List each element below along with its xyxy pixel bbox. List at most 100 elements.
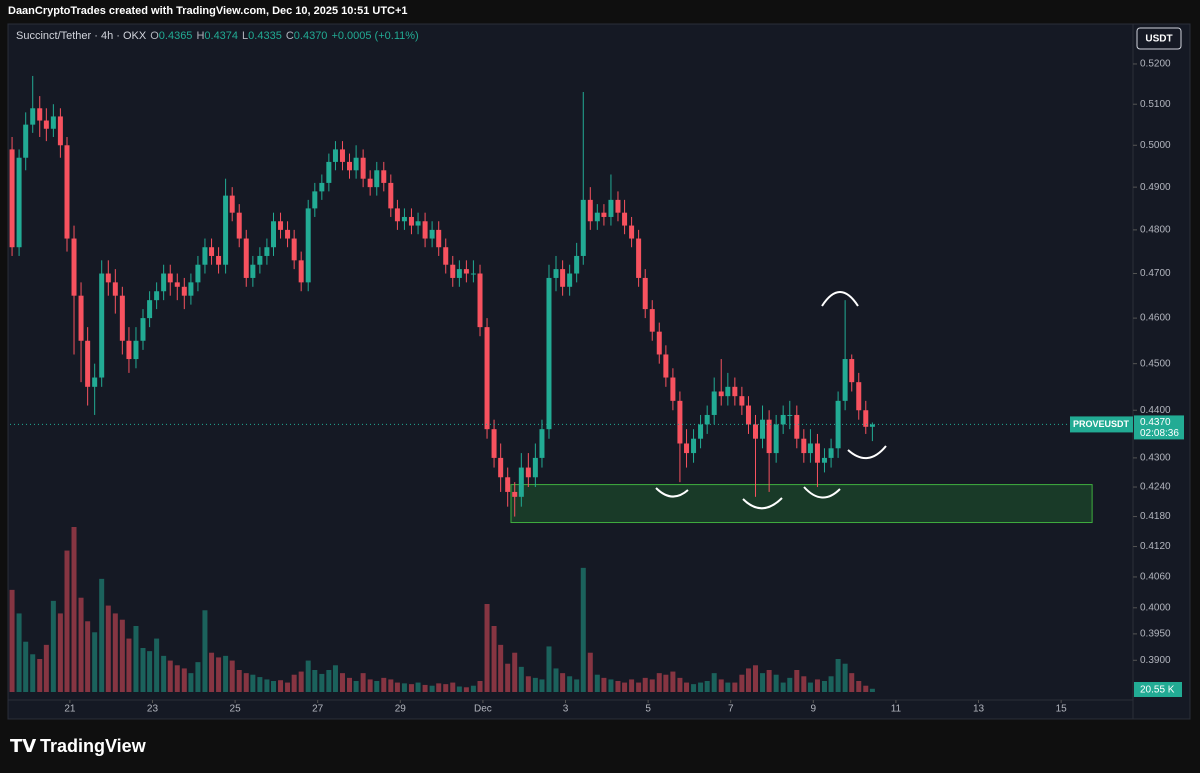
plot: 0.5200 0.5100 0.5000 0.4900 0.4800 0.4700 0.46… [9, 59, 1184, 715]
y-tick-label: 0.5200 [1140, 59, 1171, 70]
volume-bar [794, 670, 800, 692]
x-tick-label: 27 [312, 704, 324, 715]
candle-body [601, 212, 607, 217]
candle-body [223, 195, 229, 265]
ticker: PROVEUSDT [1073, 419, 1130, 429]
volume-bar [594, 674, 600, 692]
candle-body [99, 273, 105, 378]
credit: DaanCryptoTrades created with TradingVie… [8, 5, 408, 17]
volume-bar [869, 688, 875, 692]
candle-body [16, 157, 22, 248]
volume-bar [112, 613, 118, 692]
y-tick-label: 0.4000 [1140, 602, 1171, 613]
candle-body [285, 229, 291, 239]
volume-bar [332, 665, 338, 692]
candle-body [188, 282, 194, 296]
volume-bar [436, 683, 442, 692]
volume-bar [23, 641, 29, 692]
volume-bar [408, 684, 414, 692]
candle-body [869, 424, 875, 427]
volume-bar [85, 621, 91, 692]
y-tick-label: 0.5100 [1140, 99, 1171, 110]
volume-bar [821, 681, 827, 692]
volume-bar [388, 679, 394, 692]
volume-bar [456, 686, 462, 692]
volume-bar [312, 670, 318, 692]
candle-body [760, 419, 766, 439]
volume-bar [732, 682, 738, 692]
candle-body [105, 273, 111, 283]
x-tick-label: 13 [973, 704, 985, 715]
y-tick-label: 0.4060 [1140, 572, 1171, 583]
candle-body [574, 255, 580, 274]
volume-bar [264, 679, 270, 692]
volume-bar [285, 682, 291, 692]
candle-body [456, 269, 462, 278]
x-tick-label: 15 [1056, 704, 1068, 715]
candle-body [546, 277, 552, 430]
volume-bar [670, 671, 676, 692]
candle-body [401, 216, 407, 222]
candle-body [140, 318, 146, 341]
volume-bar [339, 673, 345, 692]
volume-bar [766, 670, 772, 692]
brand-logo: 𝗧𝗩 [10, 736, 36, 756]
currency[interactable]: USDT [1145, 34, 1172, 45]
candle-body [463, 269, 469, 274]
volume-bar [195, 662, 201, 692]
volume-bar [278, 680, 284, 692]
candle-body [291, 238, 297, 261]
currency-button[interactable] [1136, 27, 1182, 50]
volume-bar [601, 677, 607, 692]
volume-bar [532, 677, 538, 692]
legend-value: 0.4370 [294, 30, 328, 42]
volume-bar [119, 619, 125, 692]
candle-body [649, 309, 655, 332]
y-tick-label: 0.4300 [1140, 453, 1171, 464]
candle-body [505, 477, 511, 492]
candle-body [539, 429, 545, 458]
candle-body [250, 264, 256, 278]
candle-body [236, 212, 242, 239]
candle-body [745, 405, 751, 425]
volume-bar [140, 648, 146, 692]
volume-bar [636, 682, 642, 692]
candle-body [216, 255, 222, 265]
candle-body [71, 238, 77, 296]
candle-body [92, 377, 98, 387]
legend-key: H [196, 30, 204, 42]
volume-bar [629, 679, 635, 692]
candle-body [567, 273, 573, 287]
candle-body [360, 157, 366, 179]
symbol-legend: Succinct/Tether · 4h · OKX O0.4365 H0.4374… [16, 30, 419, 42]
volume-bar [525, 676, 531, 692]
candle-body [842, 359, 848, 401]
candle-body [202, 247, 208, 265]
candle-body [670, 377, 676, 401]
candle-body [436, 229, 442, 248]
volume-bar [580, 567, 586, 692]
volume-bar [450, 682, 456, 692]
candle-body [807, 443, 813, 454]
candle-body [9, 149, 15, 248]
candle-body [195, 264, 201, 283]
volume-bar [381, 677, 387, 692]
candle-body [732, 386, 738, 397]
candle-body [450, 264, 456, 278]
candle-body [209, 247, 215, 256]
candle-body [339, 149, 345, 162]
volume-bar [161, 655, 167, 692]
volume-bar [257, 677, 263, 692]
candle-body [394, 208, 400, 222]
candle-body [326, 161, 332, 183]
volume-bar [30, 654, 36, 692]
x-tick-label: 25 [230, 704, 242, 715]
volume-bar [9, 589, 15, 692]
x-tick-label: 29 [395, 704, 407, 715]
volume-bar [71, 527, 77, 692]
volume-bar [835, 659, 841, 692]
volume-bar [429, 685, 435, 692]
candle-body [243, 238, 249, 278]
volume-bar [684, 682, 690, 692]
